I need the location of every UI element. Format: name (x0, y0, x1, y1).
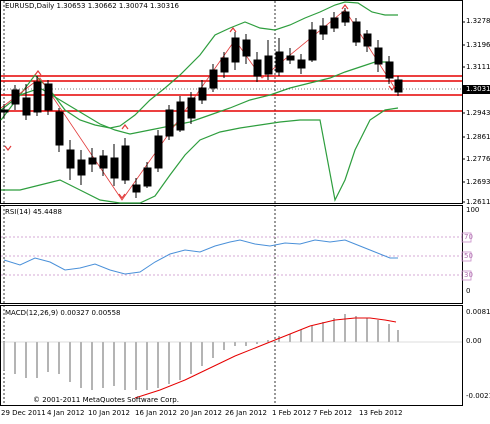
candle-body-25 (275, 51, 284, 73)
candle-body-19 (209, 69, 218, 89)
rsi-level-tag-box-2 (461, 270, 472, 281)
candle-body-11 (121, 145, 130, 181)
candle-body-22 (242, 39, 251, 57)
candle-body-18 (198, 87, 207, 101)
price-label-8: 1.26935 (466, 178, 490, 186)
fractal-up-arrow-0 (34, 70, 42, 76)
candle-body-4 (44, 83, 53, 111)
date-label-8: 7 Feb 2012 (313, 409, 353, 417)
macd-level-bottom: -0.0021 (466, 392, 490, 400)
price-label-3: 1.31110 (466, 63, 490, 71)
candle-body-6 (66, 149, 75, 169)
candle-body-36 (394, 79, 403, 93)
candle-body-21 (231, 37, 240, 63)
price-label-1: 1.32785 (466, 17, 490, 25)
bollinger-middle-band (0, 61, 390, 135)
date-label-6: 26 Jan 2012 (225, 409, 267, 417)
candle-body-14 (154, 135, 163, 169)
candle-body-17 (187, 97, 196, 119)
rsi-level-tag-box-0 (461, 232, 472, 243)
macd-panel-border (0, 305, 463, 406)
macd-header: MACD(12,26,9) 0.00327 0.00558 (5, 309, 121, 317)
candle-body-33 (363, 33, 372, 47)
current-price-label: 1.30316 (466, 85, 490, 93)
candle-body-1 (11, 89, 20, 105)
candle-body-10 (110, 157, 119, 179)
bollinger-upper-band (0, 1, 398, 129)
date-label-5: 20 Jan 2012 (180, 409, 222, 417)
candle-body-3 (33, 81, 42, 113)
price-label-6: 1.28610 (466, 133, 490, 141)
trendline-zigzag (0, 9, 397, 201)
fractal-up-arrow-2 (229, 27, 237, 33)
candle-body-9 (99, 155, 108, 169)
rsi-panel-border (0, 205, 463, 304)
candle-body-16 (176, 101, 185, 131)
main-chart-header: EURUSD,Daily 1.30653 1.30662 1.30074 1.3… (5, 2, 179, 10)
candle-body-8 (88, 157, 97, 165)
candle-body-20 (220, 57, 229, 73)
fractal-down-arrow-0 (4, 145, 12, 151)
date-label-3: 10 Jan 2012 (88, 409, 130, 417)
rsi-tag-30: 30 (464, 271, 473, 279)
fractal-down-arrow-1 (118, 193, 126, 199)
date-label-7: 1 Feb 2012 (272, 409, 312, 417)
rsi-tag-50: 50 (464, 252, 473, 260)
macd-level-zero: 0.00 (466, 337, 482, 345)
main-panel-border (0, 0, 463, 204)
bollinger-lower-band (1, 107, 399, 204)
candle-body-27 (297, 59, 306, 69)
rsi-line (3, 239, 398, 275)
candle-body-35 (385, 61, 394, 79)
date-label-4: 16 Jan 2012 (135, 409, 177, 417)
current-price-badge (463, 85, 490, 94)
fractal-up-arrow-1 (121, 124, 129, 130)
candle-body-7 (77, 159, 86, 176)
price-label-5: 1.29435 (466, 109, 490, 117)
candle-body-15 (165, 109, 174, 137)
candle-body-28 (308, 29, 317, 61)
rsi-level-0: 0 (466, 287, 471, 295)
candle-body-24 (264, 55, 273, 75)
candle-body-23 (253, 59, 262, 77)
date-label-1: 29 Dec 2011 (1, 409, 46, 417)
candle-body-31 (341, 11, 350, 23)
candle-body-2 (22, 97, 31, 116)
rsi-header: RSI(14) 45.4488 (5, 208, 62, 216)
candle-body-32 (352, 21, 361, 43)
rsi-level-100: 100 (466, 206, 480, 214)
candle-body-5 (55, 111, 64, 146)
copyright-text: © 2001-2011 MetaQuotes Software Corp. (33, 396, 179, 404)
date-label-2: 4 Jan 2012 (47, 409, 85, 417)
rsi-tag-70: 70 (464, 233, 473, 241)
candle-body-29 (319, 25, 328, 35)
candle-body-26 (286, 55, 295, 61)
date-label-9: 13 Feb 2012 (359, 409, 403, 417)
price-label-2: 1.31960 (466, 41, 490, 49)
candle-body-0 (0, 109, 9, 113)
macd-signal-line (134, 317, 397, 399)
rsi-level-tag-box-1 (461, 251, 472, 262)
price-label-7: 1.27760 (466, 155, 490, 163)
fractal-up-arrow-3 (341, 4, 349, 10)
candle-body-34 (374, 47, 383, 65)
fractal-down-arrow-2 (388, 85, 396, 91)
candle-body-30 (330, 17, 339, 29)
macd-level-top: 0.0081 (466, 308, 490, 316)
candle-body-13 (143, 167, 152, 187)
candle-body-12 (132, 184, 141, 193)
price-label-9: 1.26110 (466, 198, 490, 206)
